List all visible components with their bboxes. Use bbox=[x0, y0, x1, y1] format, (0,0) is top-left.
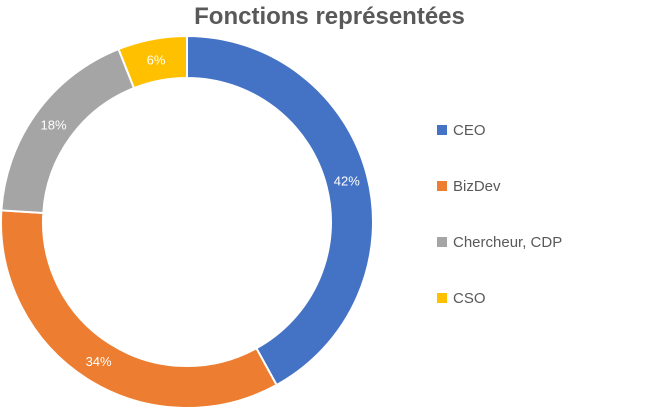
chart-legend: CEO BizDev Chercheur, CDP CSO bbox=[437, 118, 562, 342]
chart-title: Fonctions représentées bbox=[194, 3, 465, 30]
legend-label: Chercheur, CDP bbox=[453, 233, 563, 251]
legend-swatch bbox=[437, 237, 447, 247]
slice-bizdev bbox=[0, 209, 278, 409]
slice-ceo bbox=[186, 34, 374, 387]
data-label-bizdev: 34% bbox=[86, 354, 112, 369]
legend-label: BizDev bbox=[453, 177, 501, 195]
legend-item-bizdev: BizDev bbox=[437, 174, 562, 198]
data-label-chercheur-cdp: 18% bbox=[40, 118, 66, 133]
data-label-ceo: 42% bbox=[334, 173, 360, 188]
legend-label: CEO bbox=[453, 121, 486, 139]
legend-swatch bbox=[437, 293, 447, 303]
slice-cso bbox=[117, 34, 188, 90]
data-label-cso: 6% bbox=[147, 52, 166, 67]
donut-data-labels: 42% 34% 18% 6% bbox=[40, 52, 360, 368]
slice-chercheur-cdp bbox=[0, 47, 136, 215]
legend-swatch bbox=[437, 125, 447, 135]
legend-item-cso: CSO bbox=[437, 286, 562, 310]
donut-slices bbox=[0, 34, 374, 409]
legend-label: CSO bbox=[453, 289, 486, 307]
legend-swatch bbox=[437, 181, 447, 191]
legend-item-chercheur-cdp: Chercheur, CDP bbox=[437, 230, 562, 254]
legend-item-ceo: CEO bbox=[437, 118, 562, 142]
